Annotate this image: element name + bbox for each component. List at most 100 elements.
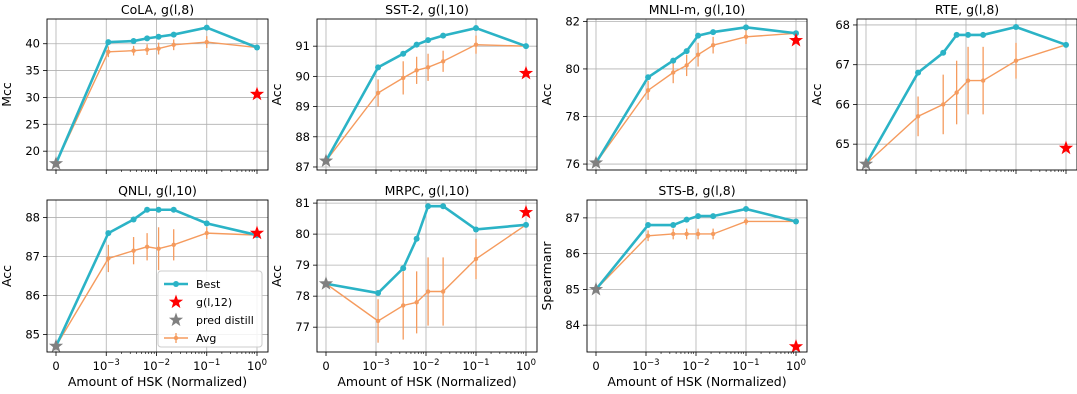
pred-distill-star — [588, 155, 604, 169]
y-axis-label: Acc — [539, 83, 554, 105]
y-tick-label: 20 — [25, 144, 40, 158]
y-axis-label: Acc — [269, 83, 284, 105]
avg-line — [595, 220, 796, 290]
avg-point — [915, 114, 921, 119]
y-axis-label: Acc — [269, 265, 284, 287]
x-tick-label: 10−2 — [682, 358, 709, 373]
y-tick-label: 84 — [565, 318, 580, 332]
avg-point — [695, 231, 701, 237]
avg-point — [401, 75, 406, 81]
best-line — [54, 26, 258, 165]
avg-point — [375, 90, 381, 96]
best-point — [473, 226, 479, 233]
best-point — [105, 39, 112, 46]
avg-point — [144, 47, 150, 52]
avg-point — [695, 52, 701, 57]
y-axis-label: Spearmanr — [539, 241, 554, 311]
y-tick-label: 68 — [835, 18, 850, 32]
avg-point — [156, 246, 161, 251]
best-point — [1063, 41, 1069, 48]
y-axis-label: Mcc — [0, 82, 14, 107]
avg-point — [414, 68, 419, 73]
avg-point — [204, 230, 209, 236]
chart-title: STS-B, g(l,8) — [658, 183, 735, 198]
best-point — [710, 29, 717, 36]
avg-point — [1013, 58, 1019, 63]
avg-point — [131, 248, 136, 253]
best-point — [170, 206, 177, 213]
best-line — [594, 26, 797, 164]
avg-point — [171, 42, 176, 47]
x-tick-label: 10−2 — [143, 358, 170, 373]
avg-line — [55, 41, 258, 164]
y-tick-label: 76 — [565, 157, 580, 171]
y-tick-label: 80 — [295, 227, 310, 241]
g-l12-star — [788, 339, 804, 353]
pred-distill-star — [318, 153, 334, 167]
x-axis-label: Amount of HSK (Normalized) — [607, 374, 786, 389]
best-point — [710, 213, 717, 220]
legend-label: Best — [196, 278, 221, 291]
panel-2: 87 88 89 90 91 SST-2, g(l,10) Acc — [269, 2, 538, 174]
chart-title: MRPC, g(l,10) — [385, 183, 470, 198]
best-point — [645, 222, 652, 229]
y-tick-label: 89 — [295, 100, 310, 114]
y-tick-label: 66 — [835, 97, 850, 111]
legend-box — [157, 270, 263, 348]
best-line — [594, 207, 797, 291]
avg-point — [156, 46, 161, 51]
best-point — [425, 37, 432, 44]
avg-point — [710, 231, 716, 237]
x-tick-label: 10−1 — [462, 358, 489, 373]
best-point — [953, 31, 960, 38]
y-tick-label: 86 — [565, 247, 580, 261]
g-l12-star — [788, 32, 804, 47]
avg-point — [425, 65, 431, 70]
avg-point — [106, 49, 111, 54]
best-point — [940, 49, 947, 56]
best-point — [130, 38, 137, 45]
avg-point — [671, 231, 676, 237]
chart-title: CoLA, g(l,8) — [121, 2, 194, 17]
y-tick-label: 30 — [25, 90, 40, 104]
best-point — [645, 74, 652, 81]
best-point — [743, 205, 749, 212]
x-tick-label: 0 — [592, 359, 599, 373]
y-tick-label: 81 — [295, 196, 310, 210]
y-tick-label: 79 — [295, 258, 310, 272]
best-point — [695, 32, 702, 39]
avg-point — [106, 256, 111, 261]
x-tick-label: 100 — [786, 358, 806, 373]
x-tick-label: 10−1 — [193, 358, 220, 373]
x-tick-label: 10−1 — [732, 358, 759, 373]
best-line — [324, 26, 527, 162]
best-point — [400, 50, 407, 57]
pred-distill-star — [588, 281, 604, 296]
chart-title: SST-2, g(l,10) — [385, 2, 469, 17]
g-l12-star — [249, 225, 265, 240]
y-tick-label: 82 — [565, 14, 580, 28]
y-axis-label: Acc — [0, 265, 14, 287]
axes-frame — [316, 18, 538, 171]
best-line — [54, 208, 258, 347]
pred-distill-star — [318, 276, 334, 290]
x-tick-label: 100 — [516, 358, 536, 373]
best-point — [523, 221, 529, 228]
g-l12-star — [518, 65, 534, 80]
y-tick-label: 78 — [295, 289, 310, 303]
best-point — [155, 206, 162, 213]
panel-4: 65 66 67 68 RTE, g(l,8) Acc — [809, 2, 1077, 174]
g-l12-star — [1058, 140, 1074, 155]
pred-distill-star — [48, 156, 64, 170]
y-tick-label: 35 — [25, 64, 40, 78]
best-point — [170, 31, 177, 38]
avg-point — [440, 59, 446, 64]
avg-line — [55, 232, 258, 347]
x-tick-label: 0 — [322, 359, 329, 373]
best-point — [1013, 23, 1019, 30]
avg-point — [645, 233, 651, 238]
legend-best-marker — [173, 281, 179, 287]
avg-point — [425, 289, 431, 294]
